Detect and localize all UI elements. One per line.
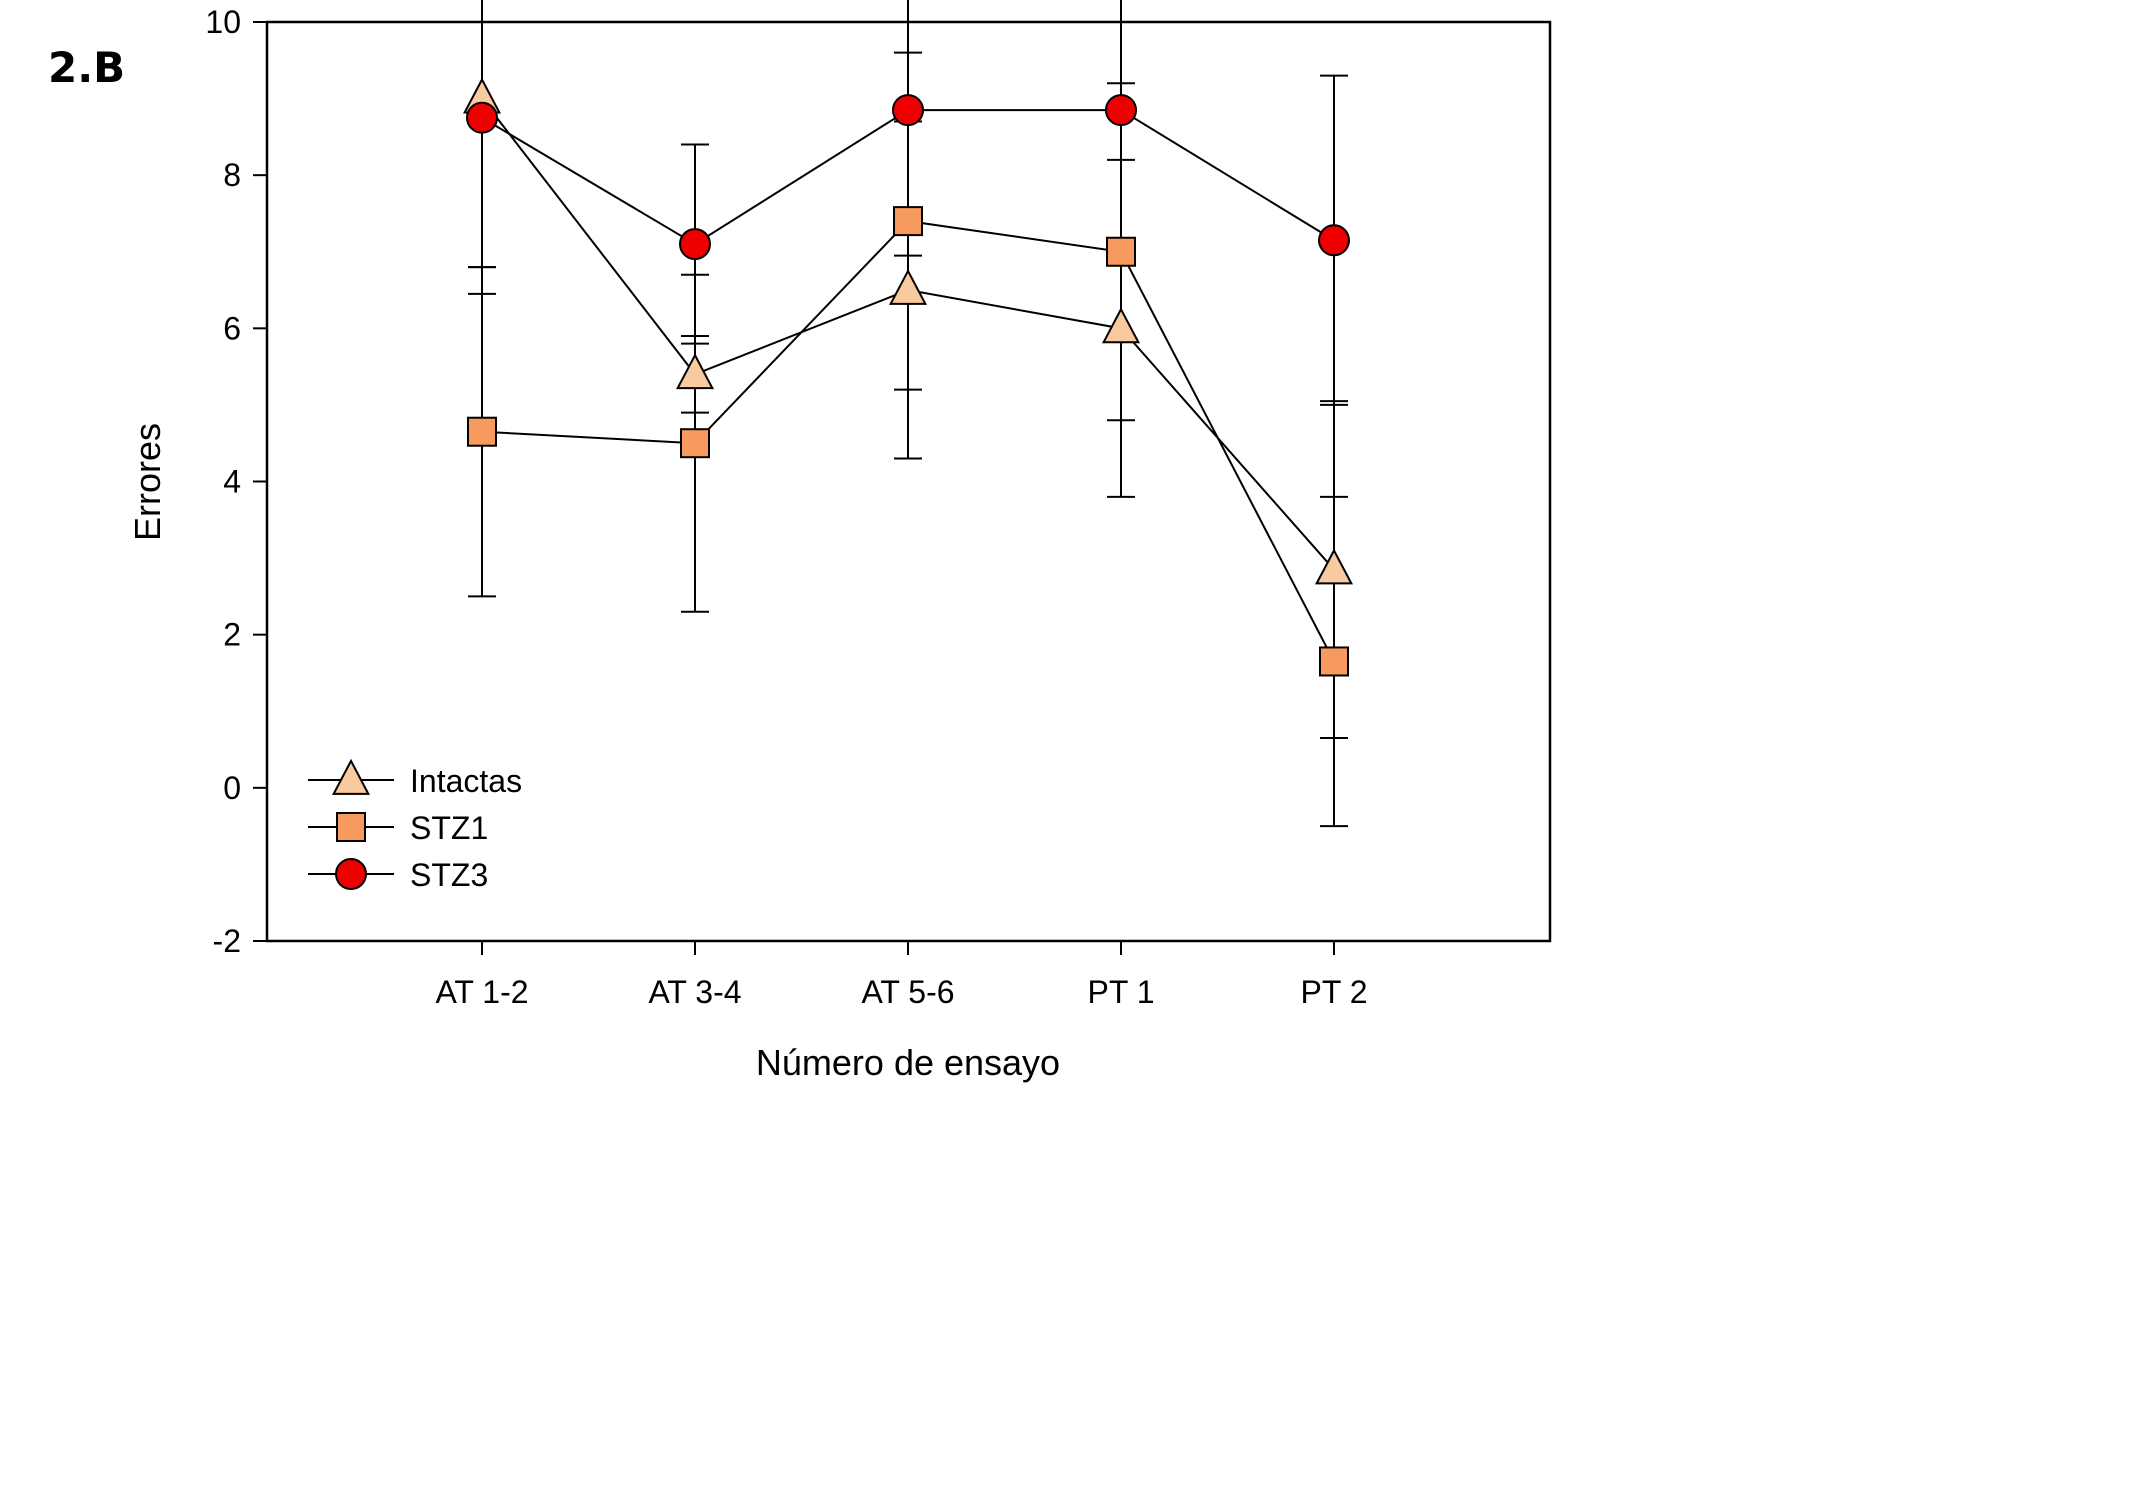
marker-intactas bbox=[1314, 548, 1354, 585]
x-tick-label: AT 3-4 bbox=[648, 974, 741, 1010]
y-tick-label: 4 bbox=[223, 464, 241, 500]
marker-stz3 bbox=[466, 101, 498, 134]
legend-marker-stz3 bbox=[335, 858, 367, 890]
chart-area: 2.B -2 0 2 4 6 8 10 AT 1-2 AT 3-4 AT 5-6 PT 1 PT 2… bbox=[48, 0, 1552, 1083]
marker-stz1 bbox=[467, 416, 497, 447]
y-tick-label: -2 bbox=[213, 923, 241, 959]
y-tick-label: 0 bbox=[223, 770, 241, 806]
x-tick-label: PT 1 bbox=[1088, 974, 1155, 1010]
y-axis-title: Errores bbox=[127, 423, 168, 541]
legend-label-stz1: STZ1 bbox=[410, 810, 488, 846]
marker-stz1 bbox=[893, 206, 923, 237]
legend-marker-intactas bbox=[331, 758, 371, 795]
x-axis-title: Número de ensayo bbox=[756, 1042, 1060, 1083]
y-axis: -2 0 2 4 6 8 10 bbox=[205, 4, 267, 959]
y-tick-label: 2 bbox=[223, 617, 241, 653]
x-axis: AT 1-2 AT 3-4 AT 5-6 PT 1 PT 2 bbox=[435, 941, 1368, 1010]
y-tick-label: 8 bbox=[223, 157, 241, 193]
legend: Intactas STZ1 STZ3 bbox=[308, 758, 522, 893]
x-tick-label: PT 2 bbox=[1301, 974, 1368, 1010]
y-tick-label: 6 bbox=[223, 310, 241, 346]
marker-stz1 bbox=[680, 428, 710, 459]
marker-stz3 bbox=[679, 228, 711, 261]
marker-stz1 bbox=[1319, 646, 1349, 677]
y-tick-label: 10 bbox=[205, 4, 241, 40]
legend-label-stz3: STZ3 bbox=[410, 857, 488, 893]
marker-stz3 bbox=[1318, 224, 1350, 257]
marker-stz3 bbox=[892, 94, 924, 127]
marker-intactas bbox=[888, 268, 928, 305]
x-tick-label: AT 5-6 bbox=[861, 974, 954, 1010]
legend-marker-stz1 bbox=[336, 812, 366, 842]
panel-label: 2.B bbox=[48, 43, 125, 92]
legend-label-intactas: Intactas bbox=[410, 763, 522, 799]
series-markers bbox=[462, 77, 1354, 677]
marker-stz3 bbox=[1105, 94, 1137, 127]
marker-stz1 bbox=[1106, 236, 1136, 267]
marker-intactas bbox=[1101, 307, 1141, 344]
marker-intactas bbox=[675, 353, 715, 390]
x-tick-label: AT 1-2 bbox=[435, 974, 528, 1010]
